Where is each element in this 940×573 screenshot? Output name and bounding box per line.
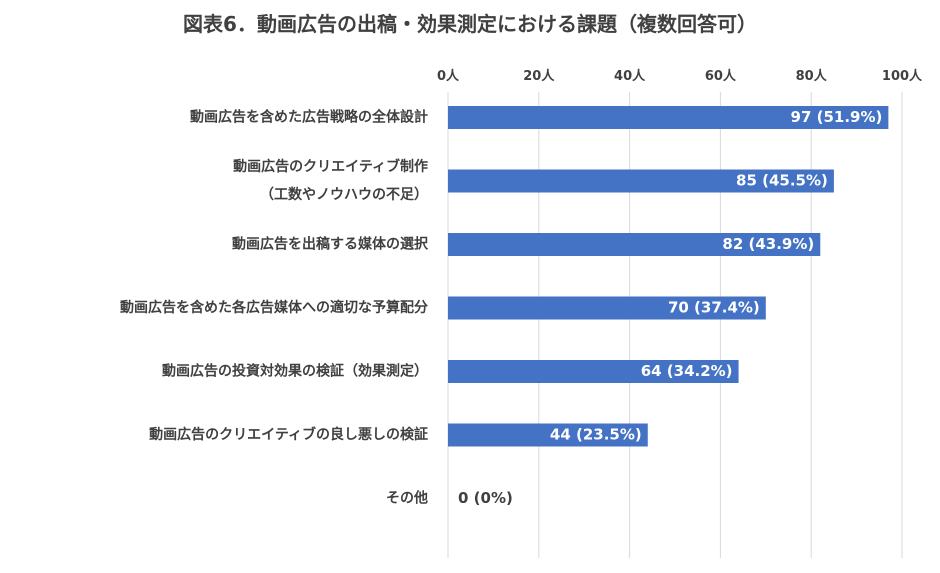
data-label: 82 (43.9%) bbox=[722, 235, 814, 253]
data-label: 97 (51.9%) bbox=[791, 108, 883, 126]
bar bbox=[448, 233, 821, 256]
x-tick-label: 80人 bbox=[796, 68, 828, 84]
data-label: 64 (34.2%) bbox=[641, 362, 733, 380]
bar bbox=[448, 169, 834, 193]
category-label: 動画広告を含めた各広告媒体への適切な予算配分 bbox=[120, 299, 428, 316]
category-label: 動画広告を含めた広告戦略の全体設計 bbox=[190, 109, 428, 126]
bar bbox=[448, 106, 889, 129]
chart-title: 図表6．動画広告の出稿・効果測定における課題（複数回答可） bbox=[183, 12, 757, 36]
category-label: その他 bbox=[386, 490, 428, 507]
x-tick-label: 60人 bbox=[705, 68, 737, 84]
bar bbox=[448, 423, 648, 447]
data-label: 85 (45.5%) bbox=[736, 172, 828, 190]
data-label: 44 (23.5%) bbox=[550, 426, 642, 444]
bar bbox=[448, 296, 766, 320]
x-tick-label: 100人 bbox=[882, 68, 923, 84]
x-tick-label: 20人 bbox=[523, 68, 555, 84]
category-label: 動画広告の投資対効果の検証（効果測定） bbox=[162, 363, 428, 380]
x-tick-label: 0人 bbox=[437, 68, 460, 84]
gridlines bbox=[447, 92, 903, 558]
category-label: 動画広告のクリエイティブ制作 bbox=[233, 158, 428, 175]
category-label: 動画広告のクリエイティブの良し悪しの検証 bbox=[149, 426, 428, 443]
category-label: （工数やノウハウの不足） bbox=[260, 186, 428, 203]
data-label: 70 (37.4%) bbox=[668, 299, 760, 317]
x-axis-ticks: 0人 20人 40人 60人 80人 100人 bbox=[437, 68, 923, 84]
category-label: 動画広告を出稿する媒体の選択 bbox=[232, 236, 429, 253]
x-tick-label: 40人 bbox=[614, 68, 646, 84]
bar bbox=[448, 360, 739, 383]
data-label: 0 (0%) bbox=[458, 489, 513, 507]
data-labels: 97 (51.9%) 85 (45.5%) 82 (43.9%) 70 (37.4%)… bbox=[458, 108, 882, 507]
bars bbox=[448, 106, 889, 447]
